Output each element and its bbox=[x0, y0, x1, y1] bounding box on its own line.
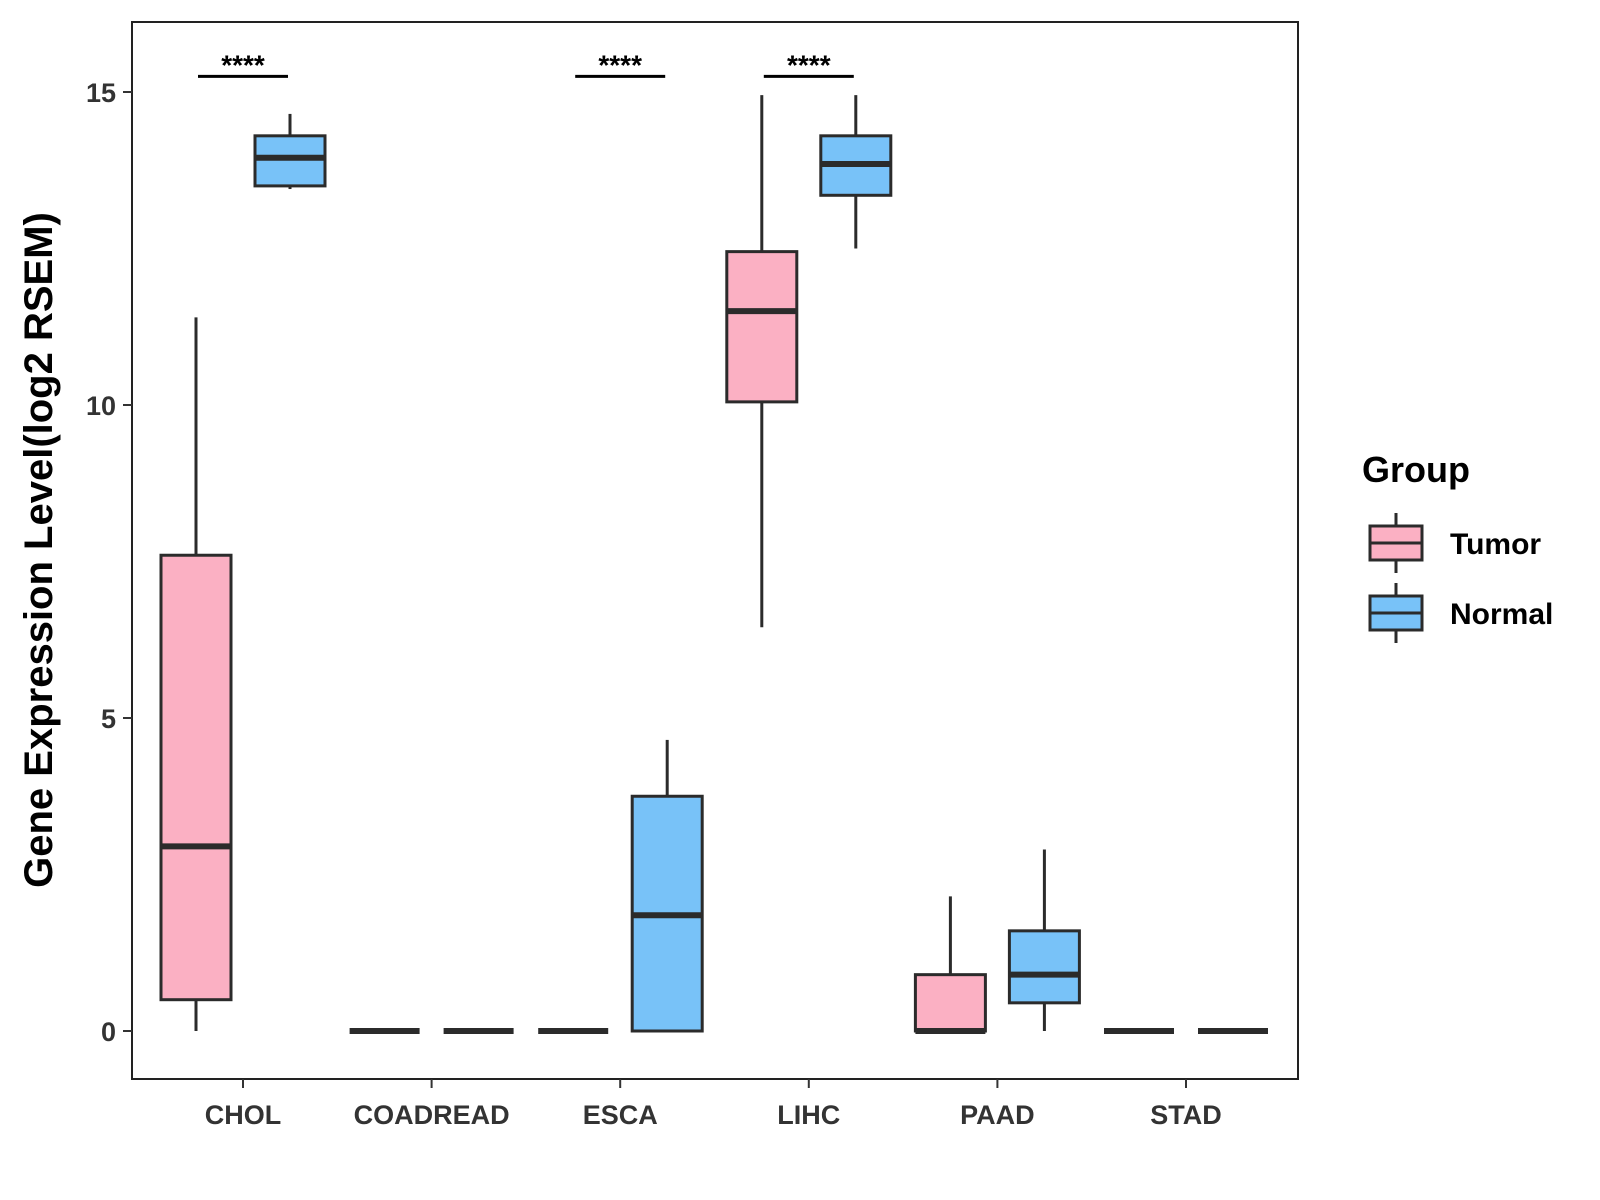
y-tick-label: 15 bbox=[86, 78, 116, 108]
x-tick-label: STAD bbox=[1150, 1100, 1222, 1130]
legend-key-normal bbox=[1368, 583, 1424, 643]
legend-label-tumor: Tumor bbox=[1450, 528, 1541, 561]
box-tumor-paad bbox=[913, 896, 987, 1034]
x-tick-label: CHOL bbox=[205, 1100, 282, 1130]
y-tick-label: 10 bbox=[86, 391, 116, 421]
box-normal-esca bbox=[630, 739, 704, 1033]
legend-label-normal: Normal bbox=[1450, 598, 1553, 631]
box-body bbox=[253, 134, 327, 188]
box-body bbox=[159, 553, 233, 1002]
x-tick-label: ESCA bbox=[583, 1100, 658, 1130]
box-body bbox=[1007, 929, 1081, 1005]
significance-label: **** bbox=[221, 49, 265, 80]
plot-panel bbox=[131, 21, 1299, 1080]
box-normal-lihc bbox=[819, 95, 893, 249]
y-tick-label: 5 bbox=[101, 704, 116, 734]
significance-label: **** bbox=[787, 49, 831, 80]
significance-label: **** bbox=[598, 49, 642, 80]
y-tick-label: 0 bbox=[101, 1017, 116, 1047]
x-tick-label: LIHC bbox=[777, 1100, 840, 1130]
x-tick-label: PAAD bbox=[960, 1100, 1035, 1130]
box-body bbox=[913, 973, 987, 1033]
x-tick-label: COADREAD bbox=[354, 1100, 510, 1130]
legend-key-tumor bbox=[1368, 513, 1424, 573]
legend-title: Group bbox=[1362, 449, 1470, 490]
box-tumor-lihc bbox=[725, 95, 799, 628]
legend: Group Tumor Normal bbox=[1362, 449, 1553, 643]
box-tumor-chol bbox=[159, 317, 233, 1031]
y-axis-title: Gene Expression Level(log2 RSEM) bbox=[17, 212, 61, 888]
box-normal-chol bbox=[253, 113, 327, 190]
box-normal-paad bbox=[1007, 849, 1081, 1031]
box-body bbox=[725, 250, 799, 404]
